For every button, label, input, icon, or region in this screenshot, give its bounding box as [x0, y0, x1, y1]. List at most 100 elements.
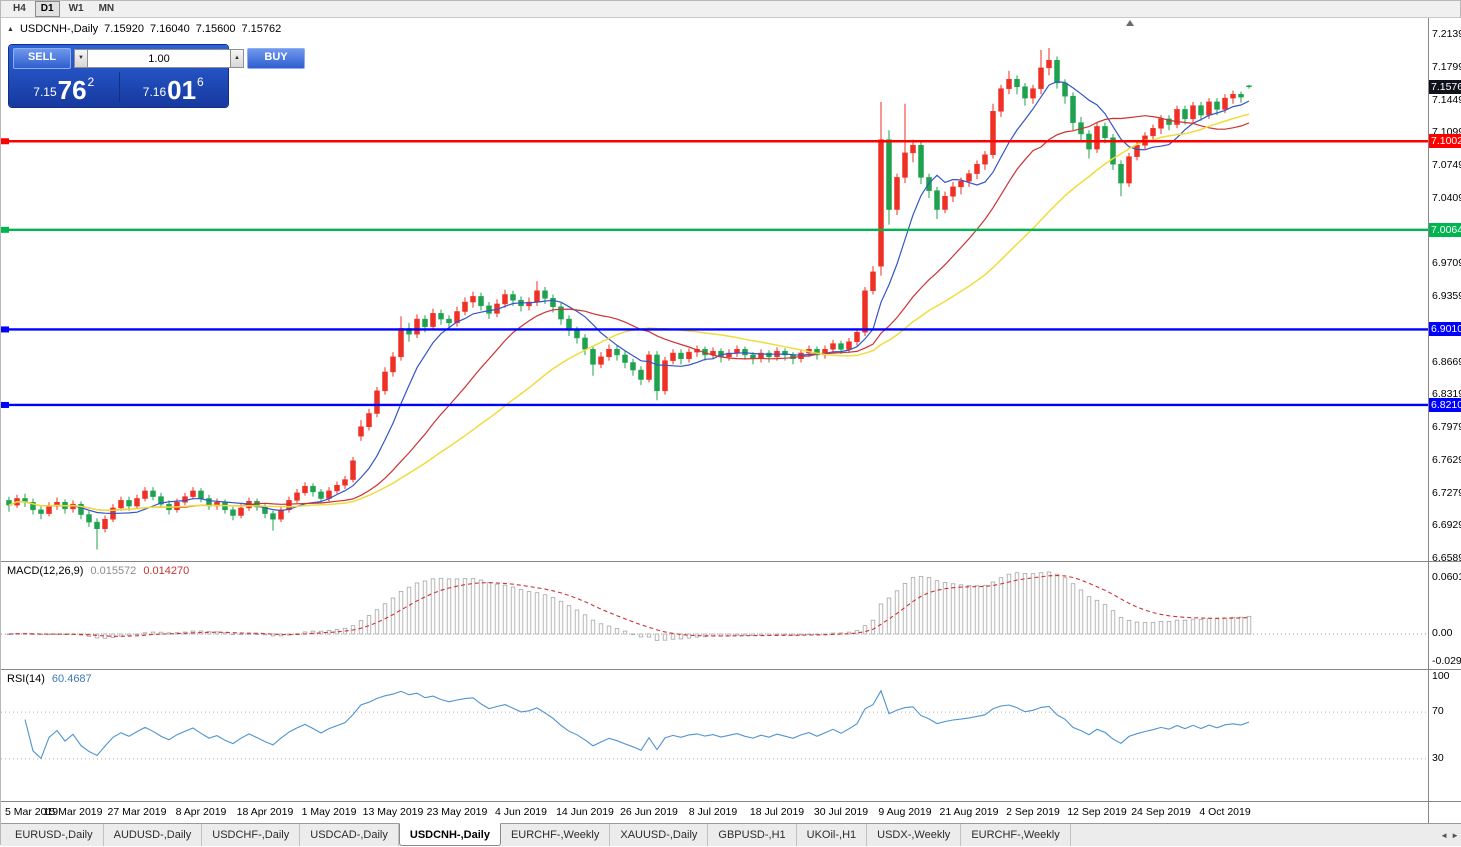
- chart-symbol-label: USDCNH-,Daily: [19, 23, 99, 35]
- volume-stepper: ▼ ▲: [74, 49, 244, 68]
- chart-tab-usdcad-daily[interactable]: USDCAD-,Daily: [300, 824, 399, 846]
- rsi-axis-label: 70: [1432, 705, 1444, 718]
- date-tick-label: 23 May 2019: [426, 806, 488, 818]
- sell-price-prefix: 7.15: [33, 85, 57, 99]
- date-tick-label: 15 Mar 2019: [43, 806, 103, 818]
- date-tick-label: 4 Jun 2019: [495, 806, 547, 818]
- price-chart-canvas[interactable]: [1, 18, 1428, 561]
- timeframe-button-mn[interactable]: MN: [98, 3, 115, 14]
- price-tick-label: 6.69290: [1432, 519, 1461, 532]
- date-tick-label: 18 Apr 2019: [236, 806, 294, 818]
- level-price-badge: 7.00648: [1429, 222, 1461, 237]
- time-axis[interactable]: 5 Mar 2019 15 Mar 2019 27 Mar 2019 8 Apr 20…: [1, 802, 1461, 823]
- chart-tab-usdchf-daily[interactable]: USDCHF-,Daily: [202, 824, 301, 846]
- date-tick-label: 8 Apr 2019: [175, 806, 227, 818]
- level-price-badge: 6.82103: [1429, 397, 1461, 412]
- pane-separator[interactable]: [1, 561, 1461, 562]
- rsi-canvas[interactable]: [1, 670, 1428, 801]
- macd-signal-value: 0.014270: [143, 565, 190, 577]
- timeframe-button-h4[interactable]: H4: [13, 3, 26, 14]
- macd-axis[interactable]: 0.060146 0.00 -0.029064: [1428, 562, 1461, 669]
- level-line-handle[interactable]: [1, 401, 9, 408]
- date-tick-label: 9 Aug 2019: [878, 806, 932, 818]
- ma-line-20: [8, 115, 1250, 512]
- macd-main-value: 0.015572: [90, 565, 137, 577]
- macd-pane[interactable]: MACD(12,26,9) 0.015572 0.014270 0.060146…: [1, 562, 1461, 669]
- macd-canvas[interactable]: [1, 562, 1428, 669]
- level-line-handle[interactable]: [1, 326, 9, 333]
- buy-price-display[interactable]: 7.16 01 6: [119, 70, 229, 106]
- ohlc-low-value: 7.15600: [195, 23, 236, 35]
- candles-series: [6, 48, 1252, 550]
- sell-button[interactable]: SELL: [13, 48, 71, 69]
- rsi-line: [24, 689, 1250, 760]
- chart-tab-eurchf-weekly[interactable]: EURCHF-,Weekly: [961, 824, 1071, 846]
- tab-scroll-left-button[interactable]: ◄: [1440, 831, 1449, 840]
- sell-price-display[interactable]: 7.15 76 2: [9, 70, 119, 106]
- symbol-collapse-icon[interactable]: ▲: [7, 25, 14, 33]
- chart-tab-usdx-weekly[interactable]: USDX-,Weekly: [867, 824, 962, 846]
- ohlc-close-value: 7.15762: [241, 23, 282, 35]
- date-tick-label: 1 May 2019: [301, 806, 357, 818]
- chart-tab-gbpusd-h1[interactable]: GBPUSD-,H1: [708, 824, 797, 846]
- date-tick-label: 18 Jul 2019: [749, 806, 805, 818]
- rsi-indicator-label: RSI(14) 60.4687: [7, 673, 92, 685]
- ohlc-open-value: 7.15920: [104, 23, 144, 35]
- chart-tab-xauusd-daily[interactable]: XAUUSD-,Daily: [610, 824, 709, 846]
- timeframe-button-w1[interactable]: W1: [68, 3, 84, 14]
- volume-input[interactable]: [88, 49, 230, 68]
- buy-price-big-digits: 01: [167, 75, 197, 105]
- chart-tab-eurusd-daily[interactable]: EURUSD-,Daily: [5, 824, 104, 846]
- price-tick-label: 6.83190: [1432, 388, 1461, 401]
- date-tick-label: 8 Jul 2019: [688, 806, 738, 818]
- date-tick-label: 30 Jul 2019: [813, 806, 869, 818]
- chart-tab-eurchf-weekly[interactable]: EURCHF-,Weekly: [501, 824, 611, 846]
- level-line-handle[interactable]: [1, 138, 9, 145]
- price-tick-label: 6.79790: [1432, 421, 1461, 433]
- ohlc-high-value: 7.16040: [149, 23, 190, 35]
- date-tick-label: 27 Mar 2019: [107, 806, 167, 818]
- date-tick-label: 21 Aug 2019: [939, 806, 999, 818]
- chart-tab-usdcnh-daily[interactable]: USDCNH-,Daily: [398, 823, 501, 846]
- level-line-handle[interactable]: [1, 226, 9, 233]
- chart-tab-ukoil-h1[interactable]: UKOil-,H1: [797, 824, 868, 846]
- timeframe-button-d1[interactable]: D1: [34, 1, 60, 17]
- rsi-pane[interactable]: RSI(14) 60.4687 100 70 30: [1, 670, 1461, 801]
- macd-axis-label: 0.060146: [1432, 571, 1461, 583]
- macd-axis-label: 0.00: [1432, 627, 1453, 639]
- price-tick-label: 6.65890: [1432, 552, 1461, 562]
- price-tick-label: 7.07490: [1432, 159, 1461, 171]
- sell-price-big-digits: 76: [57, 75, 87, 105]
- horizontal-level-lines[interactable]: [1, 138, 1428, 408]
- rsi-axis[interactable]: 100 70 30: [1428, 670, 1461, 801]
- date-tick-label: 5 Mar 2019: [5, 806, 59, 818]
- chart-tab-audusd-daily[interactable]: AUDUSD-,Daily: [104, 824, 203, 846]
- axis-divider: [1428, 802, 1429, 823]
- macd-name: MACD(12,26,9): [7, 565, 84, 577]
- chart-title: ▲ USDCNH-,Daily 7.15920 7.16040 7.15600 …: [7, 23, 281, 35]
- price-tick-label: 6.72790: [1432, 486, 1461, 499]
- price-tick-label: 6.76290: [1432, 453, 1461, 466]
- sell-price-superscript: 2: [87, 75, 95, 89]
- rsi-name: RSI(14): [7, 673, 45, 685]
- date-tick-label: 12 Sep 2019: [1067, 806, 1127, 818]
- price-tick-label: 6.97090: [1432, 257, 1461, 270]
- macd-axis-label: -0.029064: [1432, 655, 1461, 667]
- pane-separator[interactable]: [1, 669, 1461, 670]
- rsi-axis-label: 30: [1432, 751, 1444, 764]
- price-axis[interactable]: 7.21390 7.17990 7.14490 7.10990 7.07490 7.040…: [1428, 18, 1461, 561]
- level-price-badge: 7.10029: [1429, 134, 1461, 149]
- price-tick-label: 7.10990: [1432, 126, 1461, 139]
- chart-shift-marker: [1126, 20, 1134, 26]
- macd-histogram: [6, 571, 1252, 641]
- rsi-value: 60.4687: [51, 673, 92, 685]
- price-tick-label: 6.86690: [1432, 355, 1461, 368]
- buy-price-prefix: 7.16: [142, 85, 167, 99]
- volume-decrease-button[interactable]: ▼: [74, 49, 88, 68]
- date-tick-label: 4 Oct 2019: [1199, 806, 1251, 818]
- tab-scroll-right-button[interactable]: ►: [1451, 831, 1459, 840]
- buy-button[interactable]: BUY: [247, 48, 305, 69]
- volume-increase-button[interactable]: ▲: [230, 49, 244, 68]
- price-chart-pane[interactable]: ▲ USDCNH-,Daily 7.15920 7.16040 7.15600 …: [1, 18, 1461, 561]
- current-price-badge: 7.15762: [1429, 80, 1461, 95]
